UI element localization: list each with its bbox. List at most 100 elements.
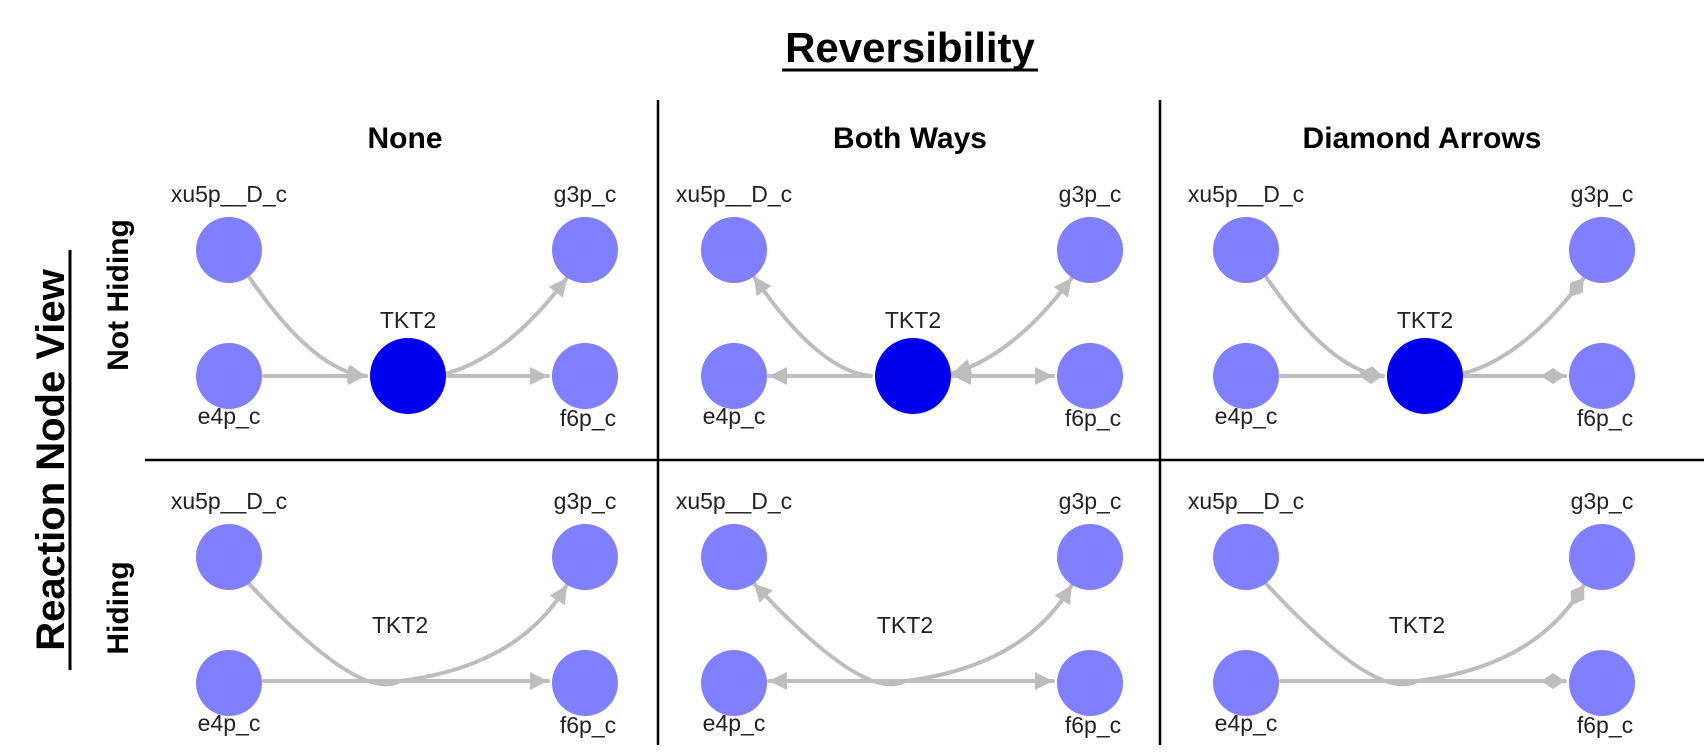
metabolite-node-e4p-c-label: e4p_c xyxy=(703,710,766,736)
edge-hidden-reaction-to-g3p xyxy=(903,583,1074,683)
metabolite-node-g3p-c-label: g3p_c xyxy=(554,488,617,514)
metabolite-node-g3p-c[interactable] xyxy=(552,524,618,590)
metabolite-node-e4p-c-label: e4p_c xyxy=(198,710,261,736)
metabolite-node-e4p-c[interactable] xyxy=(196,650,262,716)
panel-not-hiding-none: TKT2 xu5p__D_c e4p_c g3p_c f6p_c xyxy=(171,181,618,431)
metabolite-node-xu5p-d-c-label: xu5p__D_c xyxy=(676,181,792,207)
reaction-label: TKT2 xyxy=(372,612,428,638)
edge-hidden-reaction-to-g3p-head xyxy=(1054,585,1072,606)
metabolite-node-xu5p-d-c-label: xu5p__D_c xyxy=(1188,181,1304,207)
edge-xu5p-to-reaction-tail-head xyxy=(753,276,772,297)
reaction-node[interactable] xyxy=(1387,338,1463,414)
edge-xu5p-to-reaction xyxy=(1263,274,1385,378)
metabolite-node-f6p-c-label: f6p_c xyxy=(1577,405,1633,431)
edge-reaction-to-f6p-tail-head xyxy=(953,367,971,385)
metabolite-node-xu5p-d-c-label: xu5p__D_c xyxy=(1188,488,1304,514)
edge-xu5p-to-hidden-reaction xyxy=(1263,581,1419,687)
edge-xu5p-to-hidden-reaction-tail-head xyxy=(753,583,773,603)
panel-not-hiding-diamond-arrows: TKT2 xu5p__D_c e4p_c g3p_c f6p_c xyxy=(1188,181,1635,431)
edge-e4p-to-reaction-tail-head xyxy=(769,367,787,385)
edge-e4p-to-reaction-head xyxy=(348,367,366,385)
metabolite-node-e4p-c-label: e4p_c xyxy=(198,403,261,429)
metabolite-node-f6p-c-label: f6p_c xyxy=(560,405,616,431)
column-header-none: None xyxy=(368,122,443,155)
metabolite-node-xu5p-d-c-label: xu5p__D_c xyxy=(676,488,792,514)
metabolite-node-g3p-c[interactable] xyxy=(1569,524,1635,590)
edge-reaction-to-f6p-head xyxy=(1035,367,1053,385)
metabolite-node-e4p-c-label: e4p_c xyxy=(1215,710,1278,736)
metabolite-node-g3p-c[interactable] xyxy=(1569,217,1635,283)
reaction-node-label: TKT2 xyxy=(380,307,436,333)
metabolite-node-g3p-c[interactable] xyxy=(1057,524,1123,590)
reaction-label: TKT2 xyxy=(877,612,933,638)
metabolite-node-g3p-c-label: g3p_c xyxy=(554,181,617,207)
figure-title: Reversibility xyxy=(785,24,1035,71)
metabolite-node-f6p-c-label: f6p_c xyxy=(1065,405,1121,431)
edge-xu5p-to-hidden-reaction xyxy=(751,581,907,687)
edge-reaction-to-f6p-head xyxy=(1541,368,1565,384)
metabolite-node-f6p-c[interactable] xyxy=(552,650,618,716)
metabolite-node-f6p-c[interactable] xyxy=(1057,650,1123,716)
column-header-diamond-arrows: Diamond Arrows xyxy=(1303,122,1542,155)
edge-hidden-reaction-to-g3p-head xyxy=(549,585,567,606)
metabolite-node-e4p-c-label: e4p_c xyxy=(703,403,766,429)
metabolite-node-xu5p-d-c[interactable] xyxy=(1213,524,1279,590)
edge-e4p-to-reaction-head xyxy=(1359,368,1383,384)
metabolite-node-xu5p-d-c-label: xu5p__D_c xyxy=(171,488,287,514)
edge-reaction-to-g3p-head xyxy=(548,278,567,298)
reaction-node-label: TKT2 xyxy=(885,307,941,333)
edge-hidden-reaction-to-g3p-head xyxy=(1570,585,1585,606)
edge-e4p-to-f6p-tail-head xyxy=(769,672,787,690)
metabolite-node-g3p-c[interactable] xyxy=(1057,217,1123,283)
metabolite-node-f6p-c[interactable] xyxy=(1569,650,1635,716)
edge-e4p-to-f6p-head xyxy=(1541,673,1565,689)
edge-e4p-to-f6p-head xyxy=(530,672,548,690)
metabolite-node-f6p-c[interactable] xyxy=(1569,343,1635,409)
edge-xu5p-to-reaction xyxy=(246,274,368,378)
reaction-label: TKT2 xyxy=(1389,612,1445,638)
metabolite-node-f6p-c[interactable] xyxy=(1057,343,1123,409)
metabolite-node-g3p-c-label: g3p_c xyxy=(1571,181,1634,207)
metabolite-node-f6p-c[interactable] xyxy=(552,343,618,409)
metabolite-node-f6p-c-label: f6p_c xyxy=(1577,712,1633,738)
metabolite-node-e4p-c[interactable] xyxy=(1213,343,1279,409)
metabolite-node-xu5p-d-c[interactable] xyxy=(196,217,262,283)
metabolite-node-xu5p-d-c[interactable] xyxy=(1213,217,1279,283)
edge-reaction-to-g3p-head xyxy=(1569,278,1584,298)
metabolite-node-e4p-c[interactable] xyxy=(701,343,767,409)
reaction-node[interactable] xyxy=(875,338,951,414)
edge-reaction-to-f6p-head xyxy=(530,367,548,385)
metabolite-node-xu5p-d-c[interactable] xyxy=(196,524,262,590)
metabolite-node-xu5p-d-c-label: xu5p__D_c xyxy=(171,181,287,207)
metabolite-node-xu5p-d-c[interactable] xyxy=(701,217,767,283)
column-header-both-ways: Both Ways xyxy=(833,122,987,155)
metabolite-node-xu5p-d-c[interactable] xyxy=(701,524,767,590)
panel-hiding-none: TKT2 xu5p__D_c e4p_c g3p_c f6p_c xyxy=(171,488,618,738)
metabolite-node-g3p-c-label: g3p_c xyxy=(1059,488,1122,514)
metabolite-node-e4p-c[interactable] xyxy=(701,650,767,716)
metabolite-node-e4p-c[interactable] xyxy=(196,343,262,409)
edge-reaction-to-g3p xyxy=(951,276,1074,375)
metabolite-node-g3p-c[interactable] xyxy=(552,217,618,283)
edge-reaction-to-g3p xyxy=(1463,276,1586,375)
edge-reaction-to-g3p xyxy=(446,276,569,375)
edge-hidden-reaction-to-g3p xyxy=(398,583,569,683)
metabolite-node-g3p-c-label: g3p_c xyxy=(1571,488,1634,514)
panel-hiding-both-ways: TKT2 xu5p__D_c e4p_c g3p_c f6p_c xyxy=(676,488,1123,738)
row-header-hiding: Hiding xyxy=(102,561,135,654)
row-header-not-hiding: Not Hiding xyxy=(102,219,135,371)
metabolite-node-f6p-c-label: f6p_c xyxy=(560,712,616,738)
panel-not-hiding-both-ways: TKT2 xu5p__D_c e4p_c g3p_c f6p_c xyxy=(676,181,1123,431)
row-axis-label: Reaction Node View xyxy=(29,268,73,650)
reaction-node[interactable] xyxy=(370,338,446,414)
edge-reaction-to-g3p-head xyxy=(1053,278,1072,298)
edge-e4p-to-f6p-head xyxy=(1035,672,1053,690)
reaction-node-label: TKT2 xyxy=(1397,307,1453,333)
edge-xu5p-to-reaction xyxy=(751,274,873,378)
metabolite-node-e4p-c[interactable] xyxy=(1213,650,1279,716)
edge-xu5p-to-hidden-reaction xyxy=(246,581,402,687)
metabolite-node-f6p-c-label: f6p_c xyxy=(1065,712,1121,738)
metabolite-node-g3p-c-label: g3p_c xyxy=(1059,181,1122,207)
metabolite-node-e4p-c-label: e4p_c xyxy=(1215,403,1278,429)
